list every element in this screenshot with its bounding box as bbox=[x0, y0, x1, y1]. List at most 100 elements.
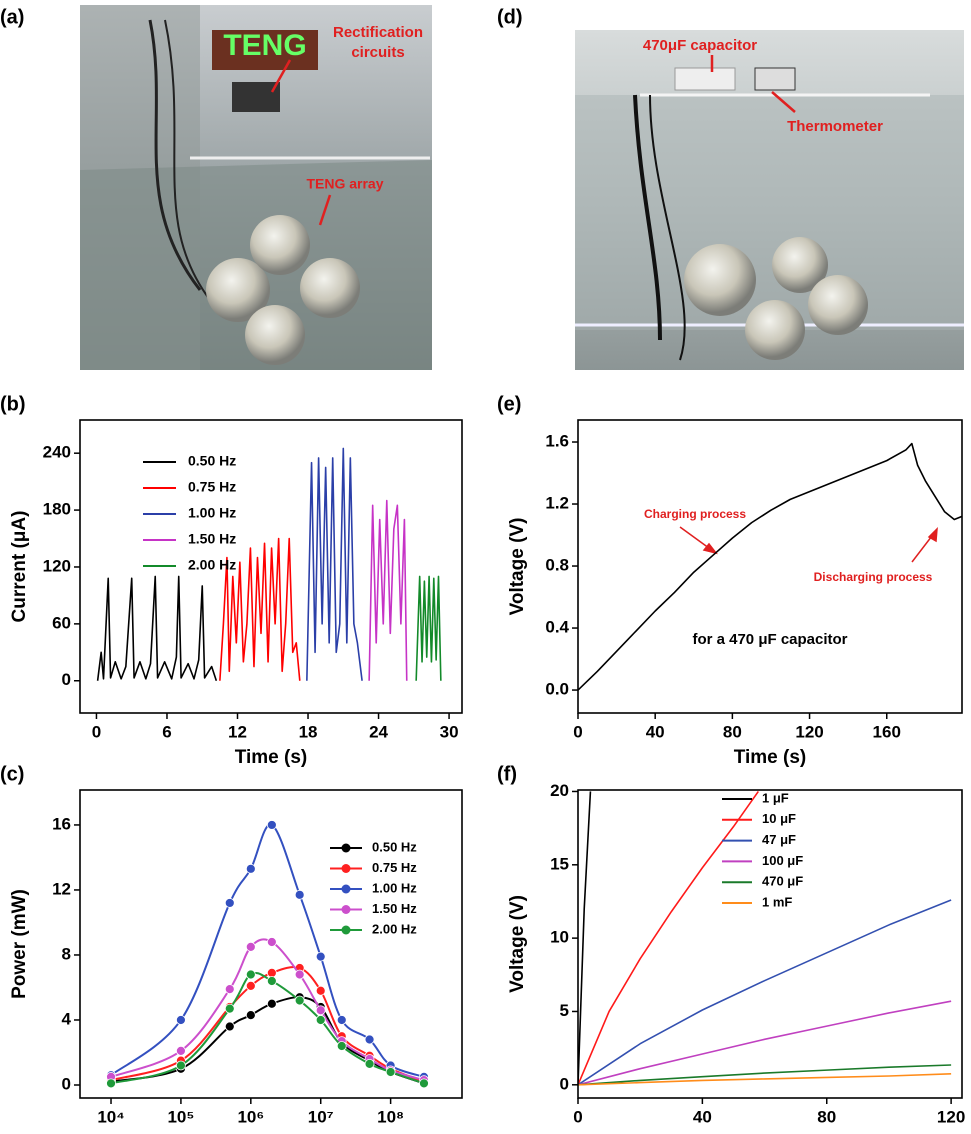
data-point bbox=[245, 1010, 256, 1021]
data-point bbox=[245, 941, 256, 952]
data-point bbox=[294, 969, 305, 980]
data-point bbox=[245, 980, 256, 991]
data-point bbox=[176, 1015, 186, 1025]
y-axis-title: Voltage (V) bbox=[507, 518, 528, 616]
plot-frame bbox=[577, 419, 963, 714]
data-point bbox=[224, 984, 235, 995]
data-line bbox=[110, 938, 425, 1082]
legend-marker bbox=[341, 905, 351, 914]
y-axis-title: Voltage (V) bbox=[507, 895, 528, 993]
y-tick-label: 10 bbox=[550, 928, 569, 947]
legend-marker bbox=[341, 884, 351, 894]
photo-annotation: TENG array bbox=[306, 176, 383, 192]
y-tick-label: 0 bbox=[62, 1074, 71, 1093]
x-tick-label: 160 bbox=[873, 722, 901, 741]
legend-label: 0.50 Hz bbox=[188, 453, 236, 469]
data-point bbox=[364, 1034, 375, 1045]
x-tick-label: 40 bbox=[646, 722, 665, 741]
data-point bbox=[336, 1041, 347, 1051]
y-tick-label: 0.8 bbox=[545, 556, 569, 575]
legend-label: 100 μF bbox=[762, 853, 803, 868]
legend-label: 2.00 Hz bbox=[188, 557, 236, 573]
data-line bbox=[578, 1073, 952, 1086]
x-tick-label: 10⁵ bbox=[167, 1107, 194, 1126]
x-tick-label: 10⁴ bbox=[97, 1107, 124, 1126]
y-tick-label: 0 bbox=[560, 1074, 569, 1093]
panel-label: (f) bbox=[497, 763, 517, 785]
x-tick-label: 10⁷ bbox=[308, 1107, 334, 1126]
legend-label: 10 μF bbox=[762, 811, 796, 826]
data-line bbox=[578, 442, 962, 691]
photo-annotation: Thermometer bbox=[787, 118, 883, 135]
y-tick-label: 12 bbox=[52, 879, 71, 898]
data-point bbox=[336, 1015, 347, 1025]
x-tick-label: 30 bbox=[440, 722, 459, 741]
x-tick-label: 0 bbox=[573, 722, 582, 741]
y-tick-label: 15 bbox=[550, 854, 569, 873]
data-line bbox=[96, 575, 218, 682]
data-line bbox=[368, 499, 408, 681]
y-tick-label: 4 bbox=[62, 1009, 72, 1028]
y-axis-title: Current (μA) bbox=[9, 511, 30, 623]
panel-label: (e) bbox=[497, 393, 521, 415]
data-line bbox=[578, 1064, 952, 1086]
annotation-arrows bbox=[679, 526, 938, 563]
y-tick-label: 5 bbox=[560, 1001, 569, 1020]
y-tick-label: 1.2 bbox=[545, 494, 569, 513]
data-point bbox=[266, 820, 277, 830]
x-tick-label: 0 bbox=[573, 1107, 582, 1126]
x-axis-title: Time (s) bbox=[235, 747, 308, 768]
legend-label: 0.75 Hz bbox=[188, 479, 236, 495]
data-point bbox=[266, 976, 277, 986]
legend-label: 1.00 Hz bbox=[372, 880, 417, 895]
legend-marker bbox=[341, 864, 351, 873]
x-tick-label: 80 bbox=[817, 1107, 836, 1126]
data-point bbox=[315, 985, 326, 996]
x-tick-label: 18 bbox=[299, 722, 318, 741]
photo-annotation: Rectification bbox=[333, 24, 423, 41]
data-point bbox=[245, 863, 256, 874]
x-tick-label: 10⁶ bbox=[237, 1107, 264, 1126]
x-tick-label: 120 bbox=[937, 1107, 965, 1126]
y-tick-label: 240 bbox=[43, 443, 71, 462]
data-point bbox=[266, 967, 277, 978]
data-line bbox=[219, 537, 301, 681]
legend-marker bbox=[341, 843, 351, 853]
x-tick-label: 10⁸ bbox=[377, 1107, 404, 1126]
data-point bbox=[176, 1045, 186, 1056]
data-point bbox=[315, 1005, 326, 1016]
x-tick-label: 80 bbox=[723, 722, 742, 741]
data-point bbox=[224, 898, 235, 908]
photo-d bbox=[575, 30, 964, 370]
photo-annotation: circuits bbox=[351, 44, 404, 61]
annotation: for a 470 μF capacitor bbox=[692, 631, 847, 648]
y-tick-label: 180 bbox=[43, 500, 71, 519]
legend-label: 2.00 Hz bbox=[372, 921, 417, 936]
panel-label: (a) bbox=[0, 6, 24, 28]
plot-area bbox=[578, 442, 962, 691]
y-axis-title: Power (mW) bbox=[9, 889, 30, 999]
legend-label: 1.50 Hz bbox=[188, 531, 236, 547]
y-tick-label: 20 bbox=[550, 781, 569, 800]
data-line bbox=[110, 971, 425, 1085]
x-axis-title: Resistance (Ω) bbox=[204, 1132, 338, 1134]
panel-label: (d) bbox=[497, 6, 523, 28]
x-tick-label: 12 bbox=[228, 722, 247, 741]
x-tick-label: 6 bbox=[162, 722, 171, 741]
legend-label: 0.50 Hz bbox=[372, 839, 417, 854]
data-point bbox=[294, 995, 305, 1006]
data-point bbox=[294, 889, 305, 900]
data-line bbox=[578, 791, 592, 1085]
legend-marker bbox=[341, 925, 351, 935]
y-tick-label: 0.0 bbox=[545, 680, 569, 699]
plot-area bbox=[578, 791, 952, 1086]
panel-label: (c) bbox=[0, 763, 24, 785]
data-point bbox=[266, 937, 277, 947]
data-point bbox=[385, 1067, 396, 1077]
legend-label: 1.50 Hz bbox=[372, 901, 417, 916]
x-tick-label: 120 bbox=[795, 722, 823, 741]
legend-label: 0.75 Hz bbox=[372, 860, 417, 875]
data-point bbox=[419, 1078, 429, 1089]
y-tick-label: 16 bbox=[52, 814, 71, 833]
